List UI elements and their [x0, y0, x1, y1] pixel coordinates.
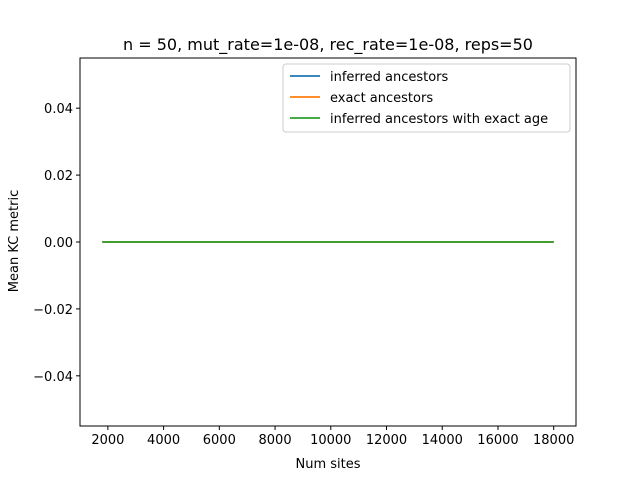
x-tick-label: 16000 [477, 433, 518, 448]
y-tick-label: −0.04 [33, 370, 73, 385]
x-tick-label: 2000 [91, 433, 124, 448]
y-axis-label: Mean KC metric [7, 190, 22, 292]
x-axis-label: Num sites [295, 457, 360, 472]
legend: inferred ancestors exact ancestors inferre… [282, 63, 571, 133]
x-tick-label: 12000 [366, 433, 407, 448]
x-tick-label: 6000 [203, 433, 236, 448]
y-tick-label: 0.04 [44, 102, 73, 117]
legend-box [282, 63, 571, 133]
x-tick-label: 4000 [147, 433, 180, 448]
x-tick-label: 8000 [259, 433, 292, 448]
x-tick-label: 14000 [422, 433, 463, 448]
y-tick-label: 0.00 [44, 236, 73, 251]
y-tick-label: 0.02 [44, 169, 73, 184]
legend-label-3: inferred ancestors with exact age [330, 112, 548, 127]
legend-label-1: inferred ancestors [330, 70, 449, 85]
x-axis: 2000 4000 6000 8000 10000 12000 14000 16000 1800… [91, 426, 574, 448]
chart-title: n = 50, mut_rate=1e-08, rec_rate=1e-08, … [123, 35, 533, 55]
x-tick-label: 18000 [533, 433, 574, 448]
y-tick-label: −0.02 [33, 303, 73, 318]
y-axis: −0.04 −0.02 0.00 0.02 0.04 [33, 102, 80, 385]
x-tick-label: 10000 [310, 433, 351, 448]
legend-label-2: exact ancestors [330, 91, 433, 106]
